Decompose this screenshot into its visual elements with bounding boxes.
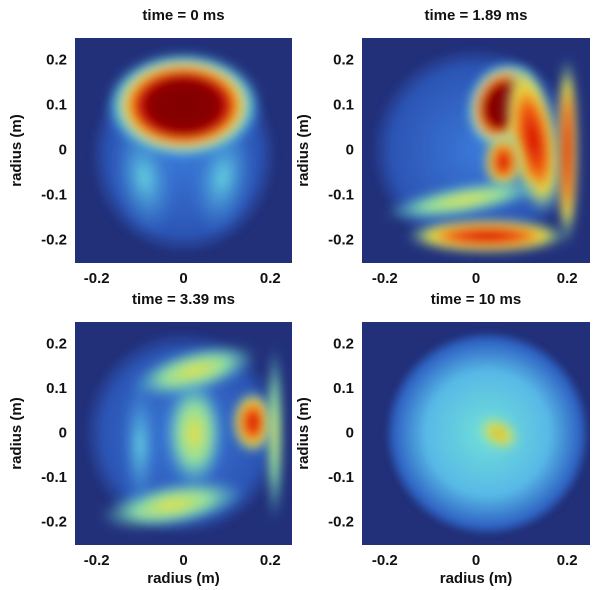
y-axis-label: radius (m) (295, 114, 312, 187)
x-tick-label: -0.2 (372, 270, 398, 287)
y-axis-label: radius (m) (8, 114, 25, 187)
y-tick-label: 0.2 (333, 335, 354, 352)
y-tick-label: 0 (59, 141, 67, 158)
x-tick-label: -0.2 (84, 270, 110, 287)
y-tick-label: -0.1 (328, 469, 354, 486)
field-feature (131, 343, 258, 399)
heatmap (75, 322, 292, 545)
field-feature (105, 51, 262, 160)
y-tick-label: -0.1 (328, 186, 354, 203)
x-tick-label: 0.2 (260, 552, 281, 569)
x-tick-label: -0.2 (84, 552, 110, 569)
x-tick-label: 0 (179, 270, 187, 287)
x-tick-label: 0.2 (260, 270, 281, 287)
panel: time = 0 ms -0.2 0 0.2 0.2 0.1 0 -0.1 -0.2 radius… (8, 7, 292, 287)
y-tick-label: -0.1 (41, 469, 67, 486)
x-tick-label: 0.2 (557, 552, 578, 569)
panel-title: time = 1.89 ms (425, 7, 528, 24)
y-tick-label: 0.1 (333, 380, 354, 397)
y-tick-label: -0.2 (41, 514, 67, 531)
y-tick-label: -0.2 (41, 231, 67, 248)
y-axis-label: radius (m) (295, 397, 312, 470)
field-feature (405, 218, 570, 254)
field-feature (482, 132, 524, 191)
y-tick-label: 0.1 (46, 380, 67, 397)
field-feature (122, 377, 158, 512)
field-feature (477, 415, 521, 452)
x-axis-label: radius (m) (147, 570, 220, 587)
y-tick-label: 0.2 (46, 335, 67, 352)
y-tick-label: 0.2 (46, 51, 67, 68)
x-tick-label: 0 (472, 270, 480, 287)
x-tick-label: 0 (179, 552, 187, 569)
x-tick-label: 0 (472, 552, 480, 569)
field-feature (383, 178, 546, 222)
y-tick-label: -0.2 (328, 231, 354, 248)
heatmap (362, 38, 590, 263)
panel-title: time = 0 ms (142, 7, 224, 24)
y-tick-label: 0.1 (333, 96, 354, 113)
y-tick-label: 0 (59, 424, 67, 441)
panel-title: time = 10 ms (431, 291, 521, 308)
y-tick-label: 0 (346, 424, 354, 441)
y-tick-label: 0.2 (333, 51, 354, 68)
y-tick-label: -0.2 (328, 514, 354, 531)
y-axis-label: radius (m) (8, 397, 25, 470)
x-tick-label: -0.2 (372, 552, 398, 569)
x-tick-label: 0.2 (557, 270, 578, 287)
panel: time = 3.39 ms -0.2 0 0.2 0.2 0.1 0 -0.1 -0.2 rad… (8, 291, 292, 587)
panel: time = 10 ms -0.2 0 0.2 0.2 0.1 0 -0.1 -0.2 radiu… (295, 291, 590, 587)
field-feature (231, 391, 275, 454)
panel-title: time = 3.39 ms (132, 291, 235, 308)
field-feature (555, 56, 579, 245)
heatmap (362, 322, 590, 545)
field-feature (265, 344, 284, 523)
field-feature (163, 377, 225, 490)
heatmap (75, 38, 292, 263)
y-tick-label: -0.1 (41, 186, 67, 203)
panel: time = 1.89 ms -0.2 0 0.2 0.2 0.1 0 -0.1 -0.2 rad… (295, 7, 590, 287)
y-tick-label: 0.1 (46, 96, 67, 113)
y-tick-label: 0 (346, 141, 354, 158)
x-axis-label: radius (m) (440, 570, 513, 587)
